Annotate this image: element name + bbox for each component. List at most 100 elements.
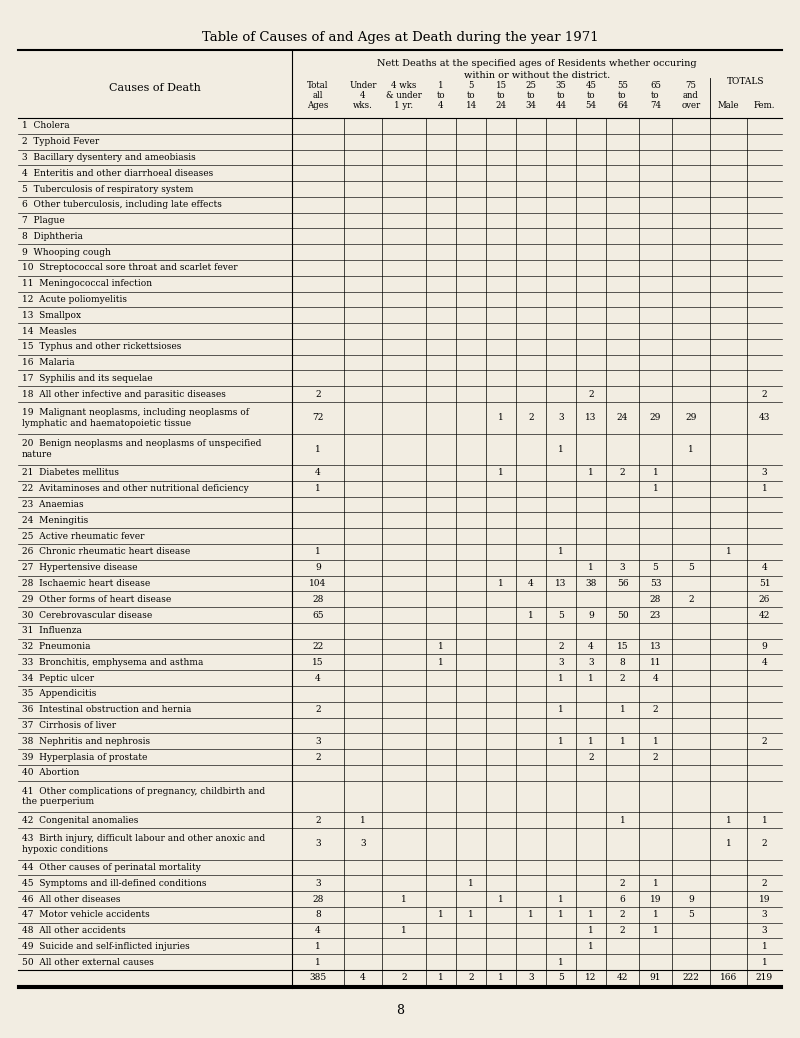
Text: 5: 5 — [688, 910, 694, 920]
Text: 2: 2 — [762, 737, 767, 745]
Text: 32  Pneumonia: 32 Pneumonia — [22, 643, 90, 651]
Text: 14: 14 — [466, 102, 477, 110]
Text: 3: 3 — [315, 879, 321, 887]
Text: 1: 1 — [620, 705, 626, 714]
Text: 4: 4 — [762, 658, 767, 666]
Text: 1: 1 — [588, 737, 594, 745]
Text: 385: 385 — [310, 974, 326, 983]
Text: 1: 1 — [588, 910, 594, 920]
Text: 26  Chronic rheumatic heart disease: 26 Chronic rheumatic heart disease — [22, 547, 190, 556]
Text: 1: 1 — [498, 579, 504, 588]
Text: to: to — [437, 91, 446, 101]
Text: 23  Anaemias: 23 Anaemias — [22, 500, 84, 509]
Text: 13: 13 — [586, 413, 597, 422]
Text: 5  Tuberculosis of respiratory system: 5 Tuberculosis of respiratory system — [22, 185, 194, 193]
Text: 28  Ischaemic heart disease: 28 Ischaemic heart disease — [22, 579, 150, 588]
Text: 46  All other diseases: 46 All other diseases — [22, 895, 121, 903]
Text: 1: 1 — [653, 485, 658, 493]
Text: 1: 1 — [498, 413, 504, 422]
Text: 13: 13 — [555, 579, 566, 588]
Text: 56: 56 — [617, 579, 628, 588]
Text: 1: 1 — [558, 737, 564, 745]
Text: 1: 1 — [588, 926, 594, 935]
Text: 4 wks: 4 wks — [391, 82, 417, 90]
Text: 5: 5 — [468, 82, 474, 90]
Text: 3: 3 — [315, 737, 321, 745]
Text: 2: 2 — [620, 674, 626, 683]
Text: 2: 2 — [620, 468, 626, 477]
Text: 2: 2 — [588, 389, 594, 399]
Text: 44: 44 — [555, 102, 566, 110]
Text: 1: 1 — [620, 737, 626, 745]
Text: 50  All other external causes: 50 All other external causes — [22, 958, 154, 966]
Text: 33  Bronchitis, emphysema and asthma: 33 Bronchitis, emphysema and asthma — [22, 658, 203, 666]
Text: 91: 91 — [650, 974, 662, 983]
Text: 37  Cirrhosis of liver: 37 Cirrhosis of liver — [22, 721, 116, 730]
Text: 2: 2 — [588, 753, 594, 762]
Text: 1: 1 — [498, 468, 504, 477]
Text: 2: 2 — [401, 974, 407, 983]
Text: 8: 8 — [315, 910, 321, 920]
Text: 1: 1 — [588, 564, 594, 572]
Text: 1: 1 — [315, 958, 321, 966]
Text: 3: 3 — [360, 840, 366, 848]
Text: 3: 3 — [558, 658, 564, 666]
Text: 1: 1 — [528, 610, 534, 620]
Text: 1: 1 — [468, 910, 474, 920]
Text: 2: 2 — [620, 910, 626, 920]
Text: to: to — [466, 91, 475, 101]
Text: 45: 45 — [586, 82, 597, 90]
Text: over: over — [682, 102, 701, 110]
Text: 36  Intestinal obstruction and hernia: 36 Intestinal obstruction and hernia — [22, 705, 191, 714]
Text: 2: 2 — [528, 413, 534, 422]
Text: Total: Total — [307, 82, 329, 90]
Text: 15: 15 — [495, 82, 506, 90]
Text: 3: 3 — [558, 413, 564, 422]
Text: 1: 1 — [438, 974, 444, 983]
Text: 6: 6 — [620, 895, 626, 903]
Text: 1: 1 — [588, 941, 594, 951]
Text: within or without the district.: within or without the district. — [464, 71, 610, 80]
Text: 2: 2 — [468, 974, 474, 983]
Text: wks.: wks. — [353, 102, 373, 110]
Text: 10  Streptococcal sore throat and scarlet fever: 10 Streptococcal sore throat and scarlet… — [22, 264, 238, 272]
Text: to: to — [618, 91, 626, 101]
Text: 2: 2 — [762, 389, 767, 399]
Text: 4  Enteritis and other diarrhoeal diseases: 4 Enteritis and other diarrhoeal disease… — [22, 169, 214, 177]
Text: & under: & under — [386, 91, 422, 101]
Text: 5: 5 — [653, 564, 658, 572]
Text: 19: 19 — [650, 895, 662, 903]
Text: 2: 2 — [653, 705, 658, 714]
Text: to: to — [526, 91, 535, 101]
Text: 1: 1 — [653, 910, 658, 920]
Text: 40  Abortion: 40 Abortion — [22, 768, 79, 777]
Text: 12  Acute poliomyelitis: 12 Acute poliomyelitis — [22, 295, 127, 304]
Text: 3: 3 — [762, 468, 767, 477]
Text: 1: 1 — [558, 895, 564, 903]
Text: Table of Causes of and Ages at Death during the year 1971: Table of Causes of and Ages at Death dur… — [202, 31, 598, 45]
Text: 3: 3 — [620, 564, 626, 572]
Text: 19: 19 — [758, 895, 770, 903]
Text: 42: 42 — [617, 974, 628, 983]
Text: 18  All other infective and parasitic diseases: 18 All other infective and parasitic dis… — [22, 389, 226, 399]
Text: 11: 11 — [650, 658, 662, 666]
Text: 43: 43 — [759, 413, 770, 422]
Text: 72: 72 — [312, 413, 324, 422]
Text: 4: 4 — [588, 643, 594, 651]
Text: 34  Peptic ulcer: 34 Peptic ulcer — [22, 674, 94, 683]
Text: 1: 1 — [360, 816, 366, 824]
Text: 1: 1 — [558, 910, 564, 920]
Text: 4: 4 — [360, 974, 366, 983]
Text: 43  Birth injury, difficult labour and other anoxic and
hypoxic conditions: 43 Birth injury, difficult labour and ot… — [22, 834, 265, 853]
Text: 4: 4 — [360, 91, 366, 101]
Text: 28: 28 — [650, 595, 661, 604]
Text: and: and — [683, 91, 699, 101]
Text: 4: 4 — [315, 926, 321, 935]
Text: 6  Other tuberculosis, including late effects: 6 Other tuberculosis, including late eff… — [22, 200, 222, 210]
Text: 5: 5 — [558, 610, 564, 620]
Text: 2: 2 — [620, 926, 626, 935]
Text: 42: 42 — [759, 610, 770, 620]
Text: 20  Benign neoplasms and neoplasms of unspecified
nature: 20 Benign neoplasms and neoplasms of uns… — [22, 439, 262, 459]
Text: 2: 2 — [762, 879, 767, 887]
Text: 34: 34 — [526, 102, 537, 110]
